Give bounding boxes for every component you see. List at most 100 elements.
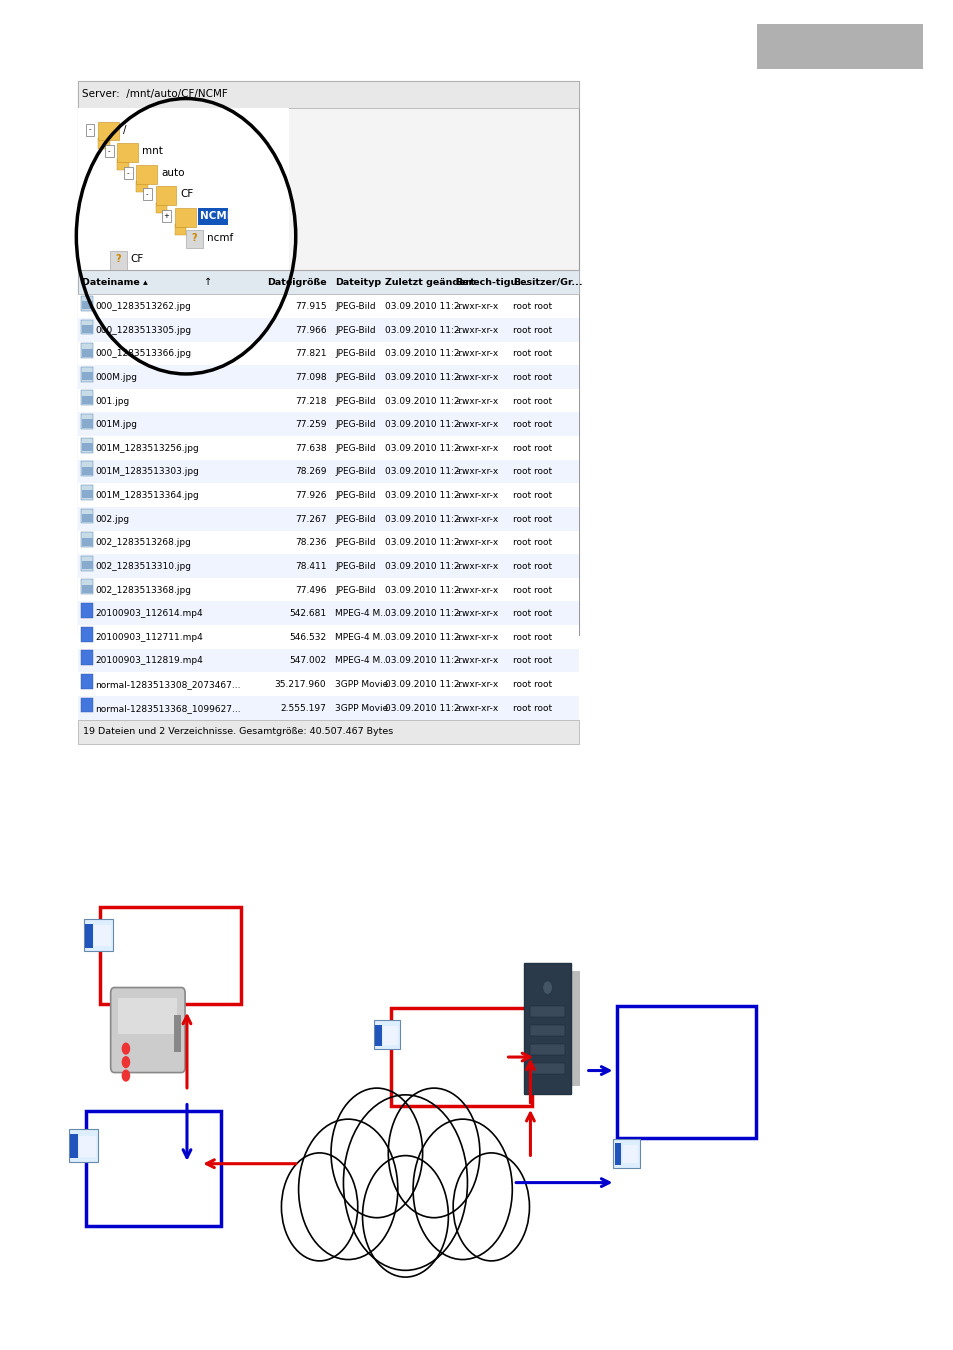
FancyBboxPatch shape xyxy=(174,224,186,235)
Bar xyxy=(81,532,93,547)
Text: 001M.jpg: 001M.jpg xyxy=(95,420,137,429)
Bar xyxy=(78,366,578,389)
Bar xyxy=(78,649,578,672)
Circle shape xyxy=(122,1069,130,1081)
Text: root root: root root xyxy=(512,397,552,405)
Text: 001M_1283513256.jpg: 001M_1283513256.jpg xyxy=(95,444,199,452)
Text: CF: CF xyxy=(180,189,193,200)
Bar xyxy=(78,270,578,294)
Circle shape xyxy=(122,1042,130,1054)
FancyBboxPatch shape xyxy=(117,143,138,162)
Text: 546.532: 546.532 xyxy=(289,633,326,641)
Bar xyxy=(118,998,177,1034)
Bar xyxy=(81,698,93,713)
Text: JPEG-Bild: JPEG-Bild xyxy=(335,491,375,500)
Text: -rwxr-xr-x: -rwxr-xr-x xyxy=(455,350,497,358)
Text: -rwxr-xr-x: -rwxr-xr-x xyxy=(455,609,497,618)
Text: 78.236: 78.236 xyxy=(294,539,326,547)
Bar xyxy=(78,460,578,483)
Text: 000_1283513366.jpg: 000_1283513366.jpg xyxy=(95,350,192,358)
Text: mnt: mnt xyxy=(142,146,163,157)
Text: 547.002: 547.002 xyxy=(289,656,326,666)
Text: 3GPP Movie: 3GPP Movie xyxy=(335,703,388,713)
Bar xyxy=(78,342,578,365)
Bar xyxy=(82,420,92,428)
Text: -rwxr-xr-x: -rwxr-xr-x xyxy=(455,302,497,311)
Bar xyxy=(81,509,93,524)
Bar xyxy=(613,1139,639,1168)
Text: root root: root root xyxy=(512,491,552,500)
Circle shape xyxy=(413,1119,512,1260)
Bar xyxy=(78,294,578,319)
Bar xyxy=(78,602,578,625)
Bar xyxy=(69,1130,98,1161)
Bar xyxy=(81,579,93,594)
Bar xyxy=(81,320,93,335)
Bar xyxy=(383,1026,398,1045)
Bar xyxy=(78,81,578,634)
Text: JPEG-Bild: JPEG-Bild xyxy=(335,539,375,547)
FancyBboxPatch shape xyxy=(98,122,119,140)
Text: root root: root root xyxy=(512,444,552,452)
Text: 77.218: 77.218 xyxy=(294,397,326,405)
Bar xyxy=(78,436,578,460)
Text: 19 Dateien und 2 Verzeichnisse. Gesamtgröße: 40.507.467 Bytes: 19 Dateien und 2 Verzeichnisse. Gesamtgr… xyxy=(83,728,393,736)
Bar xyxy=(82,537,92,545)
Text: -rwxr-xr-x: -rwxr-xr-x xyxy=(455,633,497,641)
Text: Dateigröße: Dateigröße xyxy=(267,278,326,286)
Text: NCMF: NCMF xyxy=(200,211,234,221)
Text: 03.09.2010 11:2...: 03.09.2010 11:2... xyxy=(385,514,468,524)
Text: -rwxr-xr-x: -rwxr-xr-x xyxy=(455,397,497,405)
Bar xyxy=(756,24,923,69)
Circle shape xyxy=(281,1153,357,1261)
Bar xyxy=(198,208,228,225)
Bar xyxy=(78,389,578,413)
Bar xyxy=(105,146,113,158)
Bar xyxy=(78,531,578,555)
Text: 03.09.2010 11:2...: 03.09.2010 11:2... xyxy=(385,397,468,405)
Text: root root: root root xyxy=(512,373,552,382)
Bar xyxy=(81,556,93,571)
Text: 77.267: 77.267 xyxy=(294,514,326,524)
Text: -rwxr-xr-x: -rwxr-xr-x xyxy=(455,562,497,571)
Circle shape xyxy=(298,1119,397,1260)
Text: Besitzer/Gr...: Besitzer/Gr... xyxy=(512,278,581,286)
Text: 77.098: 77.098 xyxy=(294,373,326,382)
FancyBboxPatch shape xyxy=(110,251,127,270)
Text: JPEG-Bild: JPEG-Bild xyxy=(335,586,375,594)
Text: Dateityp: Dateityp xyxy=(335,278,380,286)
Text: normal-1283513308_2073467...: normal-1283513308_2073467... xyxy=(95,680,241,688)
Bar xyxy=(81,296,93,310)
Bar xyxy=(86,1111,221,1226)
Text: JPEG-Bild: JPEG-Bild xyxy=(335,444,375,452)
Bar xyxy=(86,123,94,136)
Bar xyxy=(78,625,578,649)
Text: JPEG-Bild: JPEG-Bild xyxy=(335,350,375,358)
FancyBboxPatch shape xyxy=(136,165,157,184)
Circle shape xyxy=(331,1088,422,1218)
Text: MPEG-4 M...: MPEG-4 M... xyxy=(335,633,389,641)
Bar xyxy=(162,209,171,223)
Text: root root: root root xyxy=(512,514,552,524)
Circle shape xyxy=(388,1088,479,1218)
FancyBboxPatch shape xyxy=(155,202,167,213)
Text: 03.09.2010 11:2...: 03.09.2010 11:2... xyxy=(385,539,468,547)
Text: 03.09.2010 11:2...: 03.09.2010 11:2... xyxy=(385,373,468,382)
Text: 20100903_112819.mp4: 20100903_112819.mp4 xyxy=(95,656,203,666)
Bar xyxy=(82,301,92,309)
Bar xyxy=(614,1143,620,1165)
Bar xyxy=(81,674,93,688)
Text: -rwxr-xr-x: -rwxr-xr-x xyxy=(455,703,497,713)
Bar xyxy=(82,467,92,475)
Bar xyxy=(81,603,93,618)
Text: 78.269: 78.269 xyxy=(294,467,326,477)
Bar xyxy=(82,396,92,404)
Text: 77.821: 77.821 xyxy=(294,350,326,358)
FancyBboxPatch shape xyxy=(570,972,579,1085)
Text: 000M.jpg: 000M.jpg xyxy=(95,373,137,382)
Text: 000_1283513305.jpg: 000_1283513305.jpg xyxy=(95,325,192,335)
FancyBboxPatch shape xyxy=(111,988,185,1072)
Text: root root: root root xyxy=(512,680,552,688)
Text: 20100903_112614.mp4: 20100903_112614.mp4 xyxy=(95,609,203,618)
Text: 03.09.2010 11:2...: 03.09.2010 11:2... xyxy=(385,680,468,688)
